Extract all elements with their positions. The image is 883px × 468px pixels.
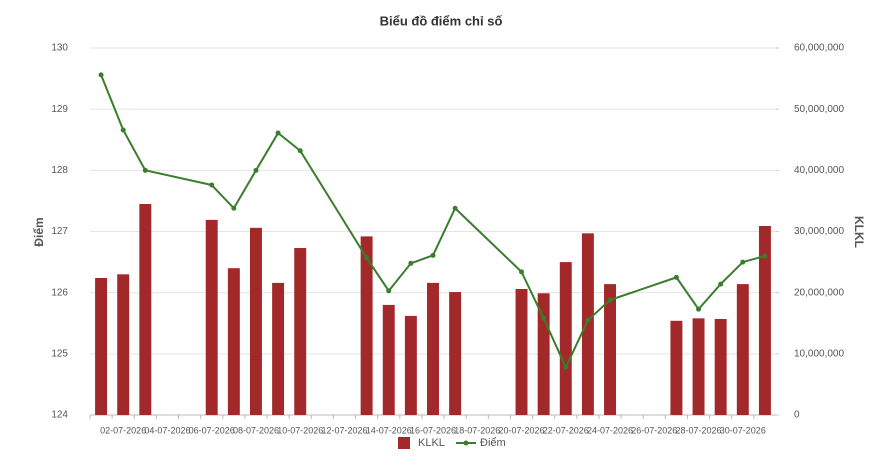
y-tick-label: 129: [51, 104, 68, 115]
bar: [427, 282, 439, 415]
bar: [670, 320, 683, 415]
bar: [382, 304, 395, 415]
line-gap-connector: [609, 276, 677, 301]
point: [297, 148, 303, 154]
point: [275, 130, 281, 136]
bar: [581, 233, 594, 415]
point: [585, 317, 591, 323]
point: [563, 364, 569, 370]
legend-label: KLKL: [418, 437, 445, 449]
point: [209, 182, 215, 188]
bar: [205, 219, 218, 415]
x-tick-label: 14-07-2026: [366, 425, 412, 435]
bar: [272, 282, 285, 415]
x-tick-label: 28-07-2026: [676, 425, 722, 435]
y-tick-label: 125: [51, 348, 68, 359]
bar: [714, 318, 727, 415]
bar: [515, 288, 528, 415]
bar: [449, 292, 462, 415]
line-gap-connector: [145, 169, 212, 186]
x-tick-label: 12-07-2026: [321, 425, 367, 435]
bar: [692, 318, 705, 415]
point: [430, 252, 436, 258]
point: [541, 315, 547, 321]
y2-tick-label: 60,000,000: [794, 43, 844, 54]
point: [98, 72, 104, 78]
y-tick-label: 124: [51, 410, 68, 421]
y2-tick-label: 40,000,000: [794, 165, 844, 176]
y-tick-label: 130: [51, 43, 68, 54]
bar: [294, 248, 307, 415]
bar: [117, 274, 130, 415]
y2-tick-label: 0: [794, 410, 800, 421]
bar: [95, 277, 108, 415]
point: [696, 306, 702, 312]
bar: [736, 284, 749, 415]
point: [607, 297, 613, 303]
x-tick-label: 02-07-2026: [100, 425, 146, 435]
legend-dot: [463, 440, 469, 446]
bar: [227, 268, 240, 415]
point: [120, 127, 126, 133]
point: [673, 274, 679, 280]
point: [231, 205, 237, 211]
x-tick-label: 04-07-2026: [144, 425, 190, 435]
point: [386, 288, 392, 294]
point: [253, 167, 259, 173]
y2-tick-label: 20,000,000: [794, 287, 844, 298]
bar: [559, 262, 572, 415]
point: [762, 253, 768, 259]
bar: [604, 284, 617, 415]
x-tick-label: 18-07-2026: [454, 425, 500, 435]
x-tick-label: 22-07-2026: [543, 425, 589, 435]
point: [718, 281, 724, 287]
bar: [537, 293, 550, 415]
y-axis-title: Điểm: [32, 217, 46, 246]
bar: [249, 227, 262, 415]
bar: [360, 236, 373, 415]
chart-title: Biểu đồ điểm chỉ số: [380, 13, 503, 28]
bar: [404, 315, 417, 415]
x-tick-label: 26-07-2026: [631, 425, 677, 435]
x-tick-label: 20-07-2026: [498, 425, 544, 435]
point: [364, 255, 370, 261]
bar: [758, 225, 771, 415]
x-tick-label: 24-07-2026: [587, 425, 633, 435]
legend-label: Điểm: [480, 437, 506, 449]
y2-tick-label: 50,000,000: [794, 104, 844, 115]
line-gap-connector: [299, 150, 368, 259]
bar: [139, 203, 152, 415]
y-tick-label: 127: [51, 226, 68, 237]
y-tick-label: 128: [51, 165, 68, 176]
x-tick-label: 16-07-2026: [410, 425, 456, 435]
point: [452, 205, 458, 211]
point: [519, 269, 525, 275]
y2-tick-label: 30,000,000: [794, 226, 844, 237]
x-tick-label: 08-07-2026: [233, 425, 279, 435]
x-tick-label: 10-07-2026: [277, 425, 323, 435]
legend-swatch: [398, 437, 410, 449]
y-tick-label: 126: [51, 287, 68, 298]
point: [740, 259, 746, 265]
point: [408, 260, 414, 266]
x-tick-label: 06-07-2026: [189, 425, 235, 435]
y2-axis-title: KLKL: [852, 216, 866, 248]
point: [142, 167, 148, 173]
line-gap-connector: [454, 207, 523, 273]
x-tick-label: 30-07-2026: [720, 425, 766, 435]
y2-tick-label: 10,000,000: [794, 348, 844, 359]
